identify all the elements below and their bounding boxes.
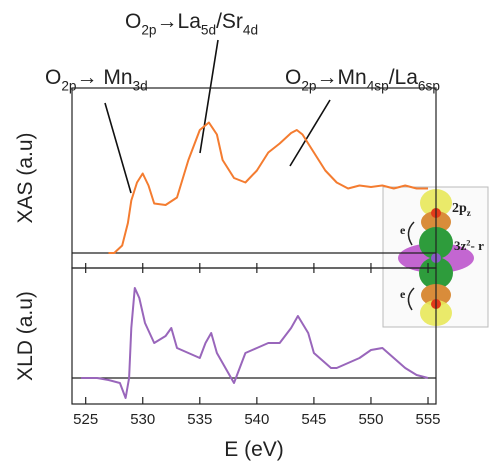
x-tick-label: 540 — [244, 411, 269, 428]
text-part: O — [45, 66, 61, 89]
annotation-pointers — [104, 39, 331, 194]
inset-label: e — [400, 287, 406, 301]
text-part: → Mn — [77, 66, 133, 89]
text-part: - r — [471, 238, 485, 253]
text-part: 2p — [301, 78, 317, 93]
text-part: →La — [157, 10, 202, 33]
text-part: 2p — [452, 201, 467, 216]
annotation: O2p→Mn4sp/La6sp — [285, 66, 440, 93]
text-part: /La — [389, 66, 419, 89]
text-part: 2 — [466, 237, 470, 247]
annotation: O2p→La5d/Sr4d — [125, 10, 258, 37]
text-part: 4d — [243, 22, 258, 37]
text-part: z — [467, 208, 471, 218]
arrow — [407, 287, 415, 311]
data-line — [81, 287, 429, 399]
y-axis-label: XAS (a.u) — [14, 132, 37, 223]
text-part: O — [285, 66, 301, 89]
x-tick-label: 535 — [187, 411, 212, 428]
pointer — [104, 102, 132, 194]
text-part: 2p — [61, 78, 77, 93]
text-part: 2p — [141, 22, 157, 37]
text-part: O — [125, 10, 141, 33]
plot-frame — [71, 267, 437, 405]
inset-label: e — [400, 223, 406, 237]
text-part: /Sr — [216, 10, 243, 33]
text-part: 5d — [201, 22, 216, 37]
text-part: 3z — [454, 238, 467, 253]
data-line — [108, 121, 428, 254]
pointer — [289, 99, 331, 167]
pointer — [199, 39, 219, 154]
arrow — [407, 221, 415, 246]
text-part: e — [400, 287, 406, 301]
text-part: 6sp — [418, 78, 440, 93]
inset-label: 2pz — [452, 201, 471, 218]
x-tick-label: 530 — [130, 411, 155, 428]
x-tick-label: 545 — [301, 411, 326, 428]
text-part: →Mn — [317, 66, 367, 89]
text-part: e — [400, 223, 406, 237]
text-part: 4sp — [367, 78, 389, 93]
inset-label: 3z2- r — [454, 237, 484, 253]
annotation: O2p→ Mn3d — [45, 66, 148, 93]
x-tick-label: 550 — [358, 411, 383, 428]
text-part: 3d — [133, 78, 148, 93]
y-axis-label: XLD (a.u) — [14, 291, 37, 381]
x-tick-label: 555 — [415, 411, 440, 428]
x-axis-label: E (eV) — [224, 438, 284, 461]
x-tick-label: 525 — [73, 411, 98, 428]
